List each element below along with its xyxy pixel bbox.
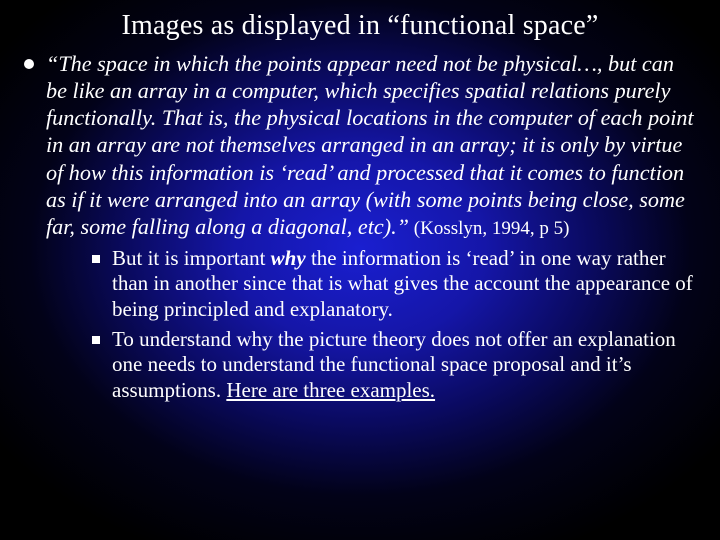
main-bullet: “The space in which the points appear ne…: [24, 50, 696, 240]
bullet-disc-icon: [24, 59, 34, 69]
slide-title: Images as displayed in “functional space…: [24, 10, 696, 42]
sub-text-2: To understand why the picture theory doe…: [112, 327, 696, 404]
sub-bullet-list: But it is important why the information …: [92, 246, 696, 404]
sub1-pre: But it is important: [112, 246, 271, 270]
sub-bullet-2: To understand why the picture theory doe…: [92, 327, 696, 404]
sub2-tail: Here are three examples.: [226, 378, 435, 402]
quote-citation: (Kosslyn, 1994, p 5): [409, 218, 569, 239]
bullet-square-icon: [92, 255, 100, 263]
slide: Images as displayed in “functional space…: [0, 0, 720, 540]
sub1-emph: why: [271, 246, 306, 270]
sub-text-1: But it is important why the information …: [112, 246, 696, 323]
main-quote: “The space in which the points appear ne…: [46, 50, 696, 240]
quote-text: “The space in which the points appear ne…: [46, 51, 694, 238]
sub-bullet-1: But it is important why the information …: [92, 246, 696, 323]
bullet-square-icon: [92, 336, 100, 344]
